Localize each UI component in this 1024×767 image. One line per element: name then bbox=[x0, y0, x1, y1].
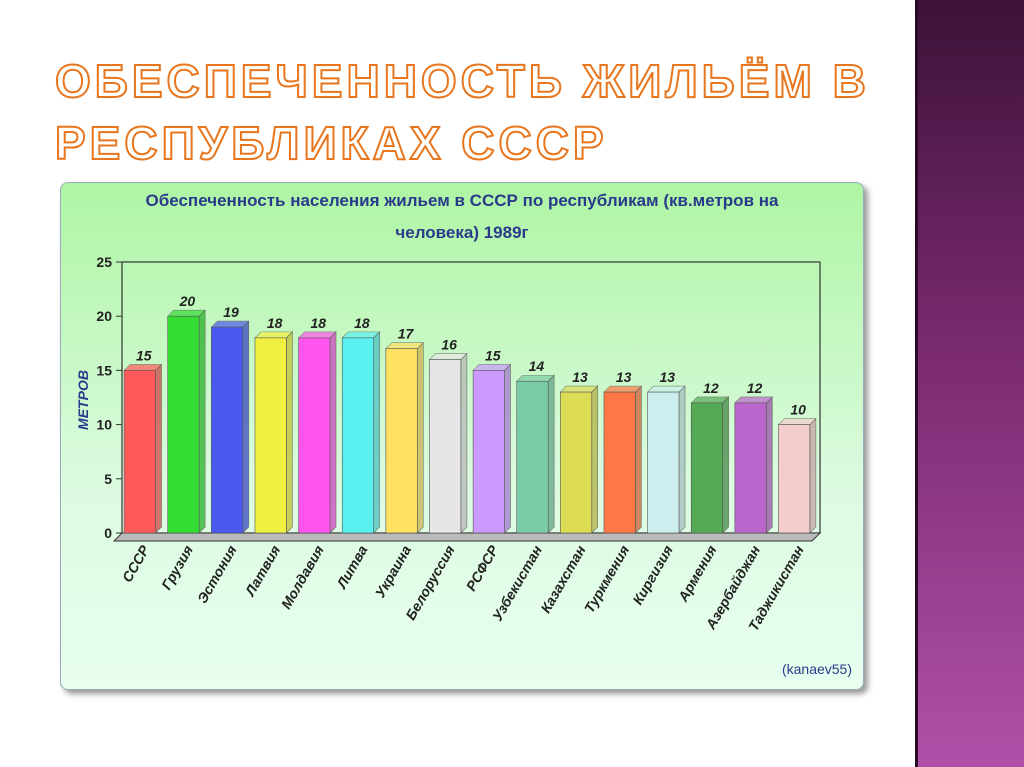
side-strip bbox=[915, 0, 1024, 767]
value-label: 12 bbox=[747, 380, 763, 396]
chart-title: человека) 1989г bbox=[395, 223, 528, 242]
bar bbox=[429, 359, 462, 534]
bar-side bbox=[809, 417, 817, 534]
value-label: 13 bbox=[660, 369, 676, 385]
bar-top bbox=[428, 353, 468, 360]
bar-top bbox=[559, 385, 599, 393]
bar bbox=[385, 348, 418, 534]
bar-top bbox=[777, 418, 817, 425]
value-label: 16 bbox=[441, 337, 457, 353]
x-tick-label: Армения bbox=[674, 543, 719, 605]
bar bbox=[778, 424, 811, 534]
bar-top bbox=[690, 396, 730, 404]
bar-side bbox=[329, 331, 337, 534]
x-tick-label: Киргизия bbox=[629, 543, 676, 608]
x-tick-label: Молдавия bbox=[278, 543, 327, 612]
x-tick-label: Эстония bbox=[194, 543, 240, 606]
plot-floor bbox=[112, 532, 822, 542]
bar-side bbox=[504, 363, 511, 534]
bar-side bbox=[635, 385, 642, 534]
bar-side bbox=[242, 320, 250, 534]
bar-top bbox=[516, 374, 555, 382]
x-tick-label: Грузия bbox=[158, 543, 196, 593]
y-tick-label: 15 bbox=[96, 362, 112, 378]
bar-side bbox=[722, 396, 729, 534]
x-tick-label: Туркмения bbox=[581, 543, 632, 616]
value-label: 15 bbox=[485, 347, 501, 363]
y-tick-label: 20 bbox=[96, 308, 112, 324]
value-label: 14 bbox=[529, 358, 545, 374]
bar-top bbox=[472, 364, 512, 371]
chart-title: Обеспеченность населения жильем в СССР п… bbox=[146, 191, 779, 210]
bar-side bbox=[155, 363, 162, 534]
value-label: 18 bbox=[354, 315, 370, 331]
x-tick-label: Латвия bbox=[241, 543, 283, 600]
value-label: 15 bbox=[136, 347, 152, 363]
bar bbox=[647, 391, 680, 534]
bar-side bbox=[286, 331, 293, 534]
value-label: 17 bbox=[398, 326, 415, 342]
value-label: 19 bbox=[223, 304, 239, 320]
bar-side bbox=[198, 309, 206, 534]
value-label: 13 bbox=[572, 369, 588, 385]
y-tick-label: 10 bbox=[96, 417, 112, 433]
bar-top bbox=[167, 309, 206, 317]
bar-top bbox=[734, 396, 773, 404]
bar-top bbox=[123, 364, 163, 371]
value-label: 18 bbox=[267, 315, 283, 331]
bar bbox=[341, 337, 374, 534]
y-tick-label: 0 bbox=[104, 525, 112, 541]
x-tick-label: РСФСР bbox=[463, 542, 502, 594]
bar-side bbox=[591, 385, 599, 534]
x-tick-label: СССР bbox=[119, 542, 153, 585]
bar-top bbox=[603, 385, 643, 393]
bar bbox=[690, 402, 723, 534]
bar-side bbox=[373, 331, 380, 534]
bar-top bbox=[385, 342, 424, 350]
value-label: 10 bbox=[790, 402, 806, 418]
value-label: 12 bbox=[703, 380, 719, 396]
bar bbox=[298, 337, 331, 534]
bar-top bbox=[210, 320, 250, 328]
bar bbox=[560, 391, 593, 534]
bar-side bbox=[678, 385, 686, 534]
y-tick-label: 5 bbox=[104, 471, 112, 487]
bar-top bbox=[297, 331, 337, 339]
x-tick-label: Казахстан bbox=[537, 542, 589, 616]
y-axis-label: МЕТРОВ bbox=[75, 370, 91, 430]
title-line: РЕСПУБЛИКАХ СССР bbox=[54, 116, 608, 170]
x-tick-label: Украина bbox=[372, 542, 415, 600]
value-label: 18 bbox=[311, 315, 327, 331]
bar bbox=[472, 370, 505, 534]
bar-side bbox=[460, 352, 468, 534]
bar bbox=[167, 315, 200, 534]
bar bbox=[211, 326, 244, 534]
value-label: 20 bbox=[179, 293, 196, 309]
bar bbox=[603, 391, 636, 534]
bar-top bbox=[341, 331, 381, 339]
y-tick-label: 25 bbox=[96, 254, 112, 270]
bar-side bbox=[416, 341, 424, 534]
bar bbox=[734, 402, 767, 534]
bar-side bbox=[765, 396, 773, 534]
credit: (kanaev55) bbox=[782, 661, 852, 677]
title-line: ОБЕСПЕЧЕННОСТЬ ЖИЛЬЁМ В bbox=[54, 54, 870, 108]
x-tick-label: Литва bbox=[333, 542, 371, 591]
value-label: 13 bbox=[616, 369, 632, 385]
bar-top bbox=[646, 385, 686, 393]
bar bbox=[254, 337, 287, 534]
bar-top bbox=[254, 331, 294, 339]
bar-side bbox=[547, 374, 555, 534]
bar bbox=[516, 380, 549, 534]
slide-title: ОБЕСПЕЧЕННОСТЬ ЖИЛЬЁМ В РЕСПУБЛИКАХ СССР bbox=[54, 50, 870, 174]
bar bbox=[123, 370, 156, 534]
